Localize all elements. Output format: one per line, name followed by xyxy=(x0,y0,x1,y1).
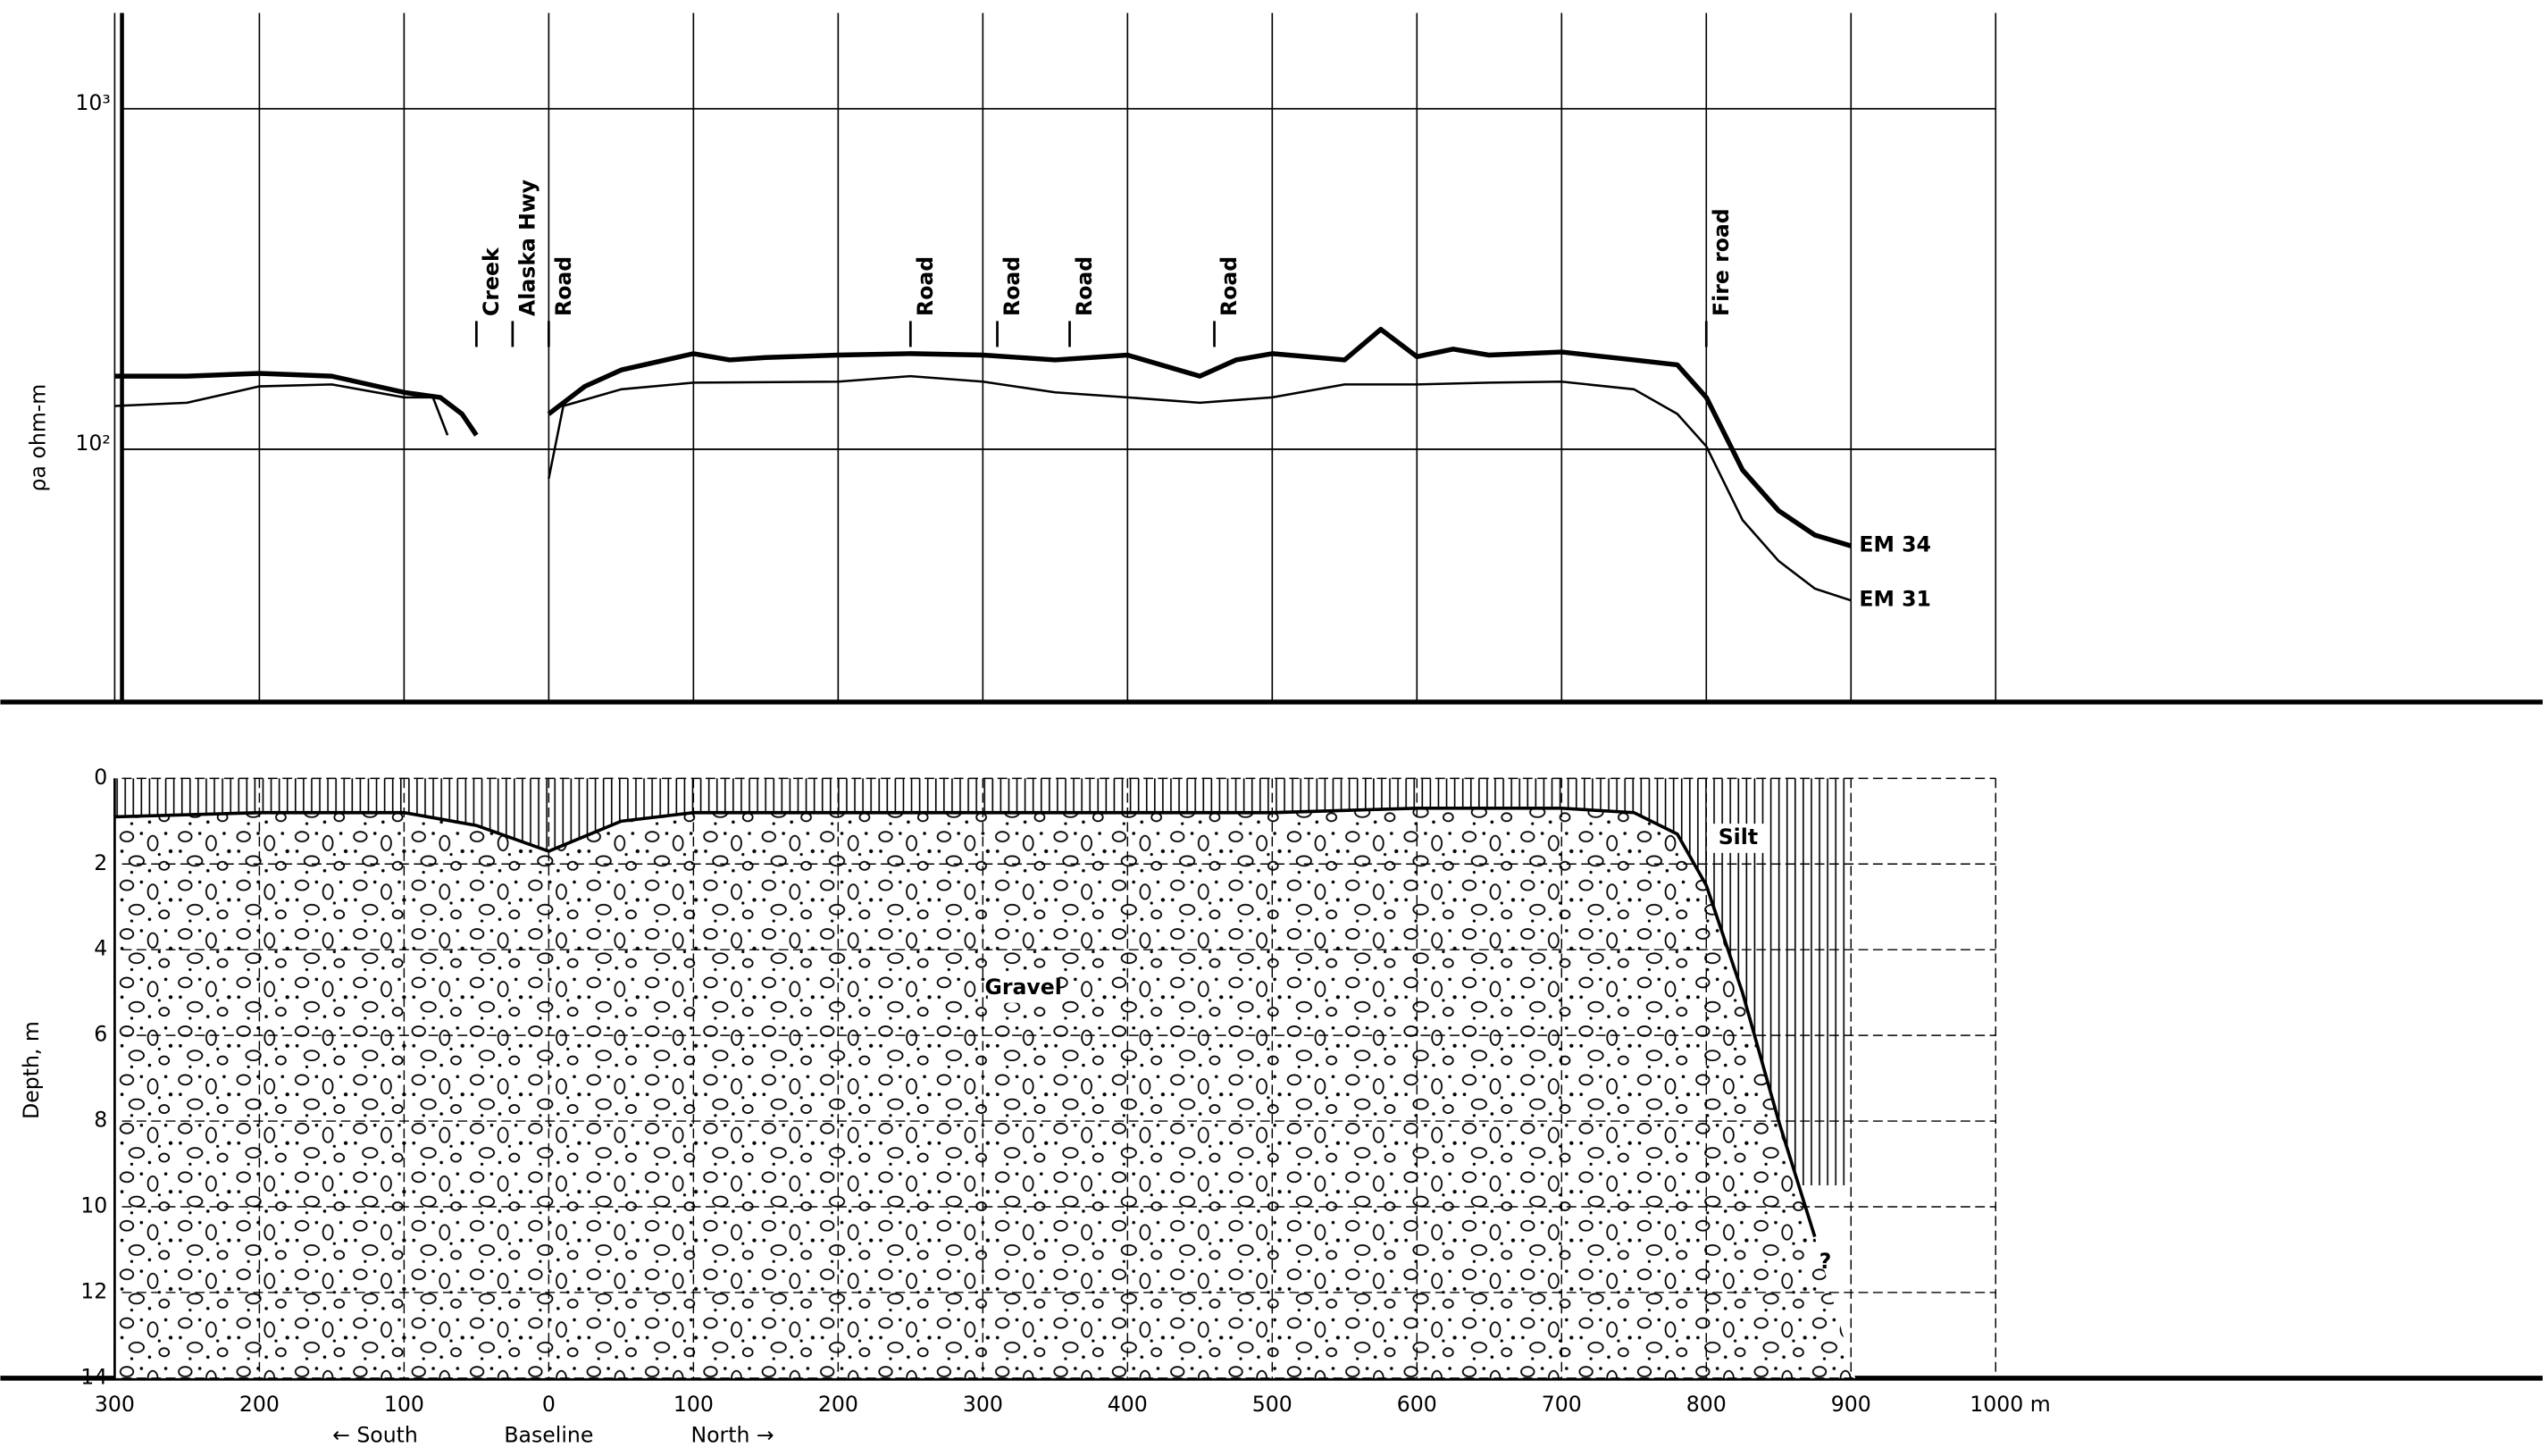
x-note: Baseline xyxy=(504,1423,593,1448)
x-tick-label: 200 xyxy=(239,1392,280,1417)
x-tick-label: 500 xyxy=(1252,1392,1292,1417)
annotation-label: ? xyxy=(1819,1249,1832,1274)
x-tick-label: 100 xyxy=(673,1392,714,1417)
y-tick-label: 10 xyxy=(80,1193,107,1218)
annotation-label: Road xyxy=(1000,256,1025,316)
x-tick-label: 100 xyxy=(384,1392,424,1417)
x-tick-label: 300 xyxy=(963,1392,1003,1417)
y-tick-label: 6 xyxy=(94,1022,107,1047)
y-tick-label: 2 xyxy=(94,850,107,875)
x-tick-label: 900 xyxy=(1831,1392,1871,1417)
x-note: North → xyxy=(690,1423,774,1448)
annotation-label: Alaska Hwy xyxy=(515,180,540,316)
y-tick-label: 10³ xyxy=(75,90,110,115)
x-tick-label: 0 xyxy=(542,1392,556,1417)
x-tick-label: 1000 m xyxy=(1970,1392,2050,1417)
layer-label: Gravel xyxy=(985,975,1062,1000)
y-tick-label: 12 xyxy=(80,1278,107,1303)
annotation-label: Road xyxy=(1217,256,1242,316)
y-tick-label: 14 xyxy=(80,1364,107,1389)
page: {"chart_data":[ {"type":"line","y_label"… xyxy=(0,0,2543,1456)
x-tick-label: 800 xyxy=(1686,1392,1727,1417)
y-axis-label: Depth, m xyxy=(19,1021,44,1119)
x-tick-label: 200 xyxy=(818,1392,858,1417)
layer-label: Silt xyxy=(1719,824,1758,849)
annotation-label: Creek xyxy=(479,247,504,316)
x-tick-label: 600 xyxy=(1397,1392,1437,1417)
x-tick-label: 700 xyxy=(1542,1392,1582,1417)
annotation-label: Road xyxy=(551,256,576,316)
annotation-label: Road xyxy=(1072,256,1097,316)
y-tick-label: 10² xyxy=(75,431,110,456)
y-tick-label: 8 xyxy=(94,1108,107,1133)
y-tick-label: 4 xyxy=(94,936,107,961)
series-label: EM 34 xyxy=(1859,532,1931,557)
y-tick-label: 0 xyxy=(94,765,107,790)
x-note: ← South xyxy=(332,1423,418,1448)
x-tick-label: 400 xyxy=(1108,1392,1148,1417)
y-axis-label: ρa ohm-m xyxy=(25,384,50,492)
series-label: EM 31 xyxy=(1859,587,1931,612)
annotation-label: Fire road xyxy=(1709,208,1734,316)
annotation-label: Road xyxy=(913,256,938,316)
chart: 10² 10³ ρa ohm-m EM 34 EM 31 Creek Alaska Hwy R… xyxy=(0,0,2543,1456)
x-tick-label: 300 xyxy=(95,1392,135,1417)
